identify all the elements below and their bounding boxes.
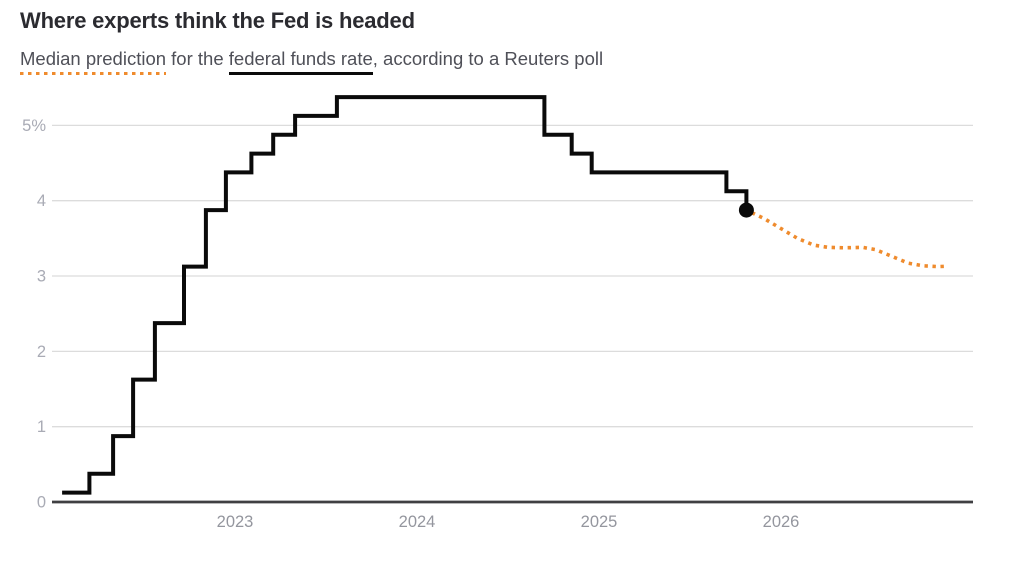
x-tick-label: 2023 <box>217 513 254 531</box>
y-tick-label: 2 <box>37 343 46 361</box>
chart-title: Where experts think the Fed is headed <box>20 8 415 33</box>
y-tick-label: 1 <box>37 418 46 436</box>
x-tick-label: 2026 <box>763 513 800 531</box>
subtitle-tail-text: , according to a Reuters poll <box>372 48 604 69</box>
current-rate-dot <box>738 202 754 218</box>
chart-subtitle: Median prediction for the federal funds … <box>20 47 604 75</box>
actual-rate-step-line <box>62 95 749 495</box>
chart-header: Where experts think the Fed is headed Me… <box>20 8 604 75</box>
legend-federal-funds-rate: federal funds rate <box>228 48 373 75</box>
legend-median-prediction: Median prediction <box>20 48 167 75</box>
y-tick-label: 0 <box>37 494 46 512</box>
median-prediction-dotted-line <box>751 211 949 269</box>
y-tick-label: 3 <box>37 268 46 286</box>
y-tick-label: 4 <box>37 192 46 210</box>
x-tick-label: 2025 <box>581 513 618 531</box>
subtitle-connector-text: for the <box>166 48 229 69</box>
y-tick-label: 5% <box>22 117 46 135</box>
x-tick-label: 2024 <box>399 513 436 531</box>
